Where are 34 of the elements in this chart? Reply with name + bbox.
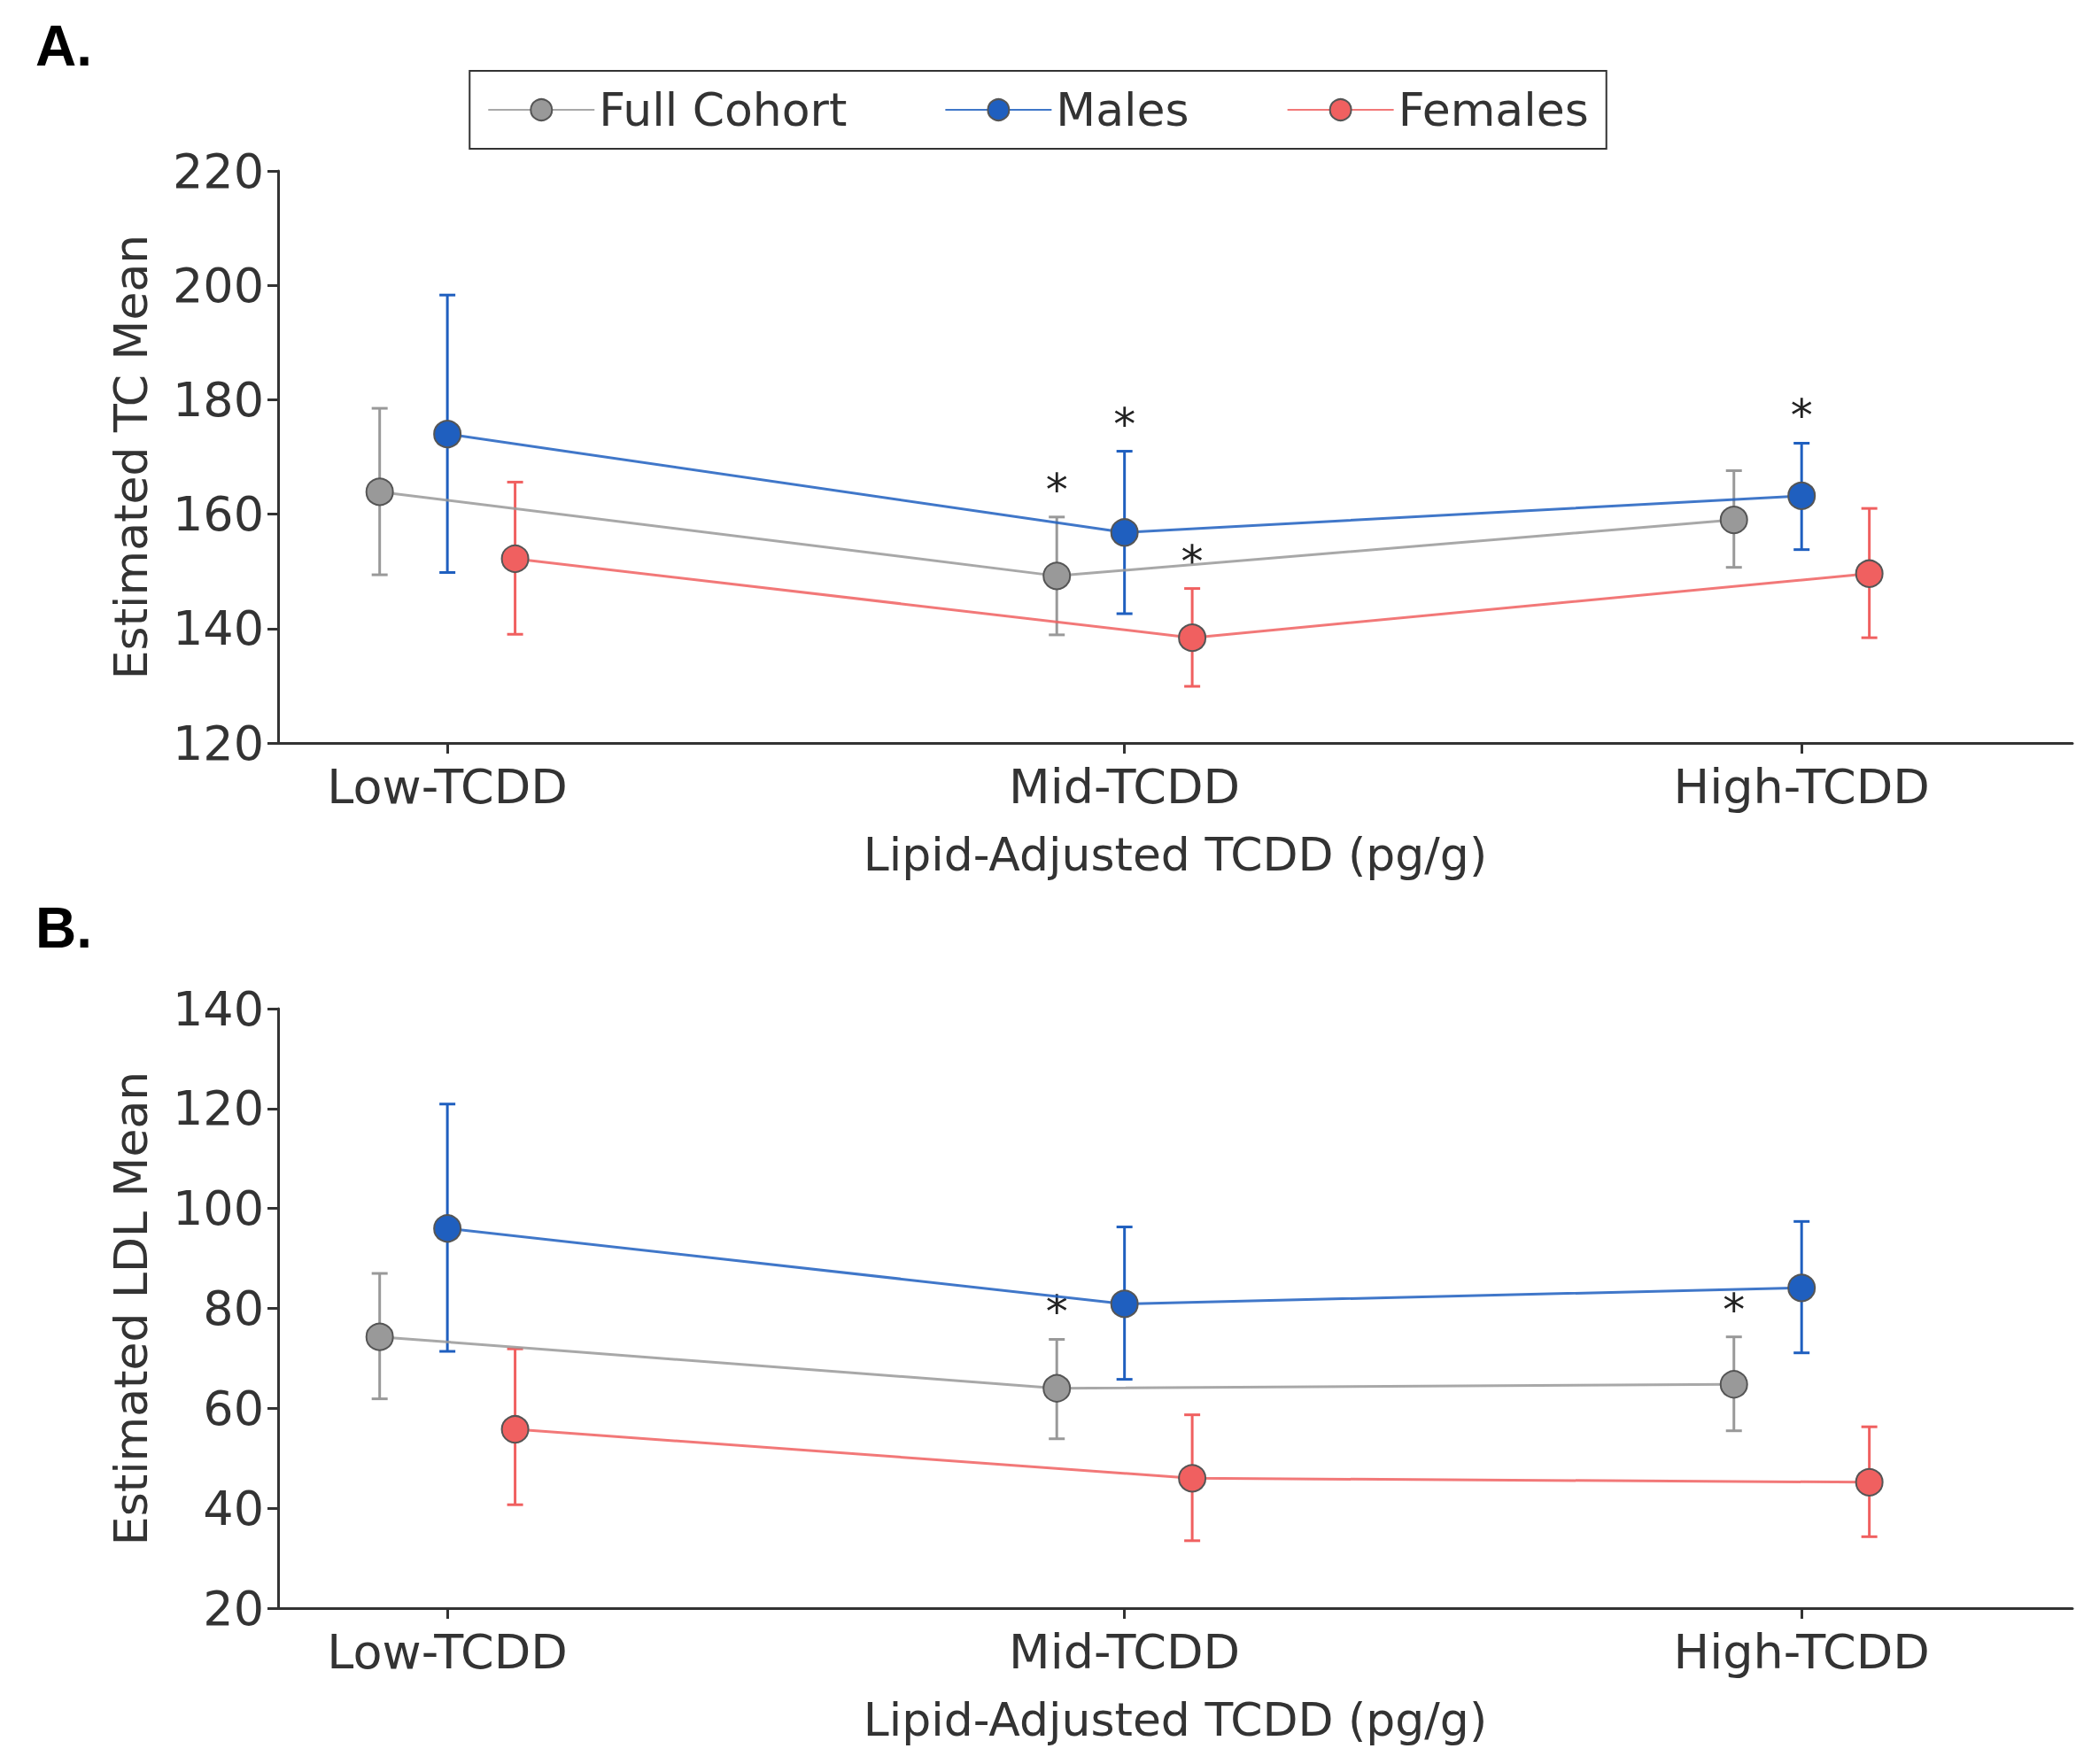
y-axis-title: Estimated TC Mean xyxy=(105,234,158,680)
y-tick-label: 100 xyxy=(172,1180,264,1237)
data-label: * xyxy=(1790,390,1813,442)
y-tick-label: 140 xyxy=(172,600,264,657)
x-tick-label: High-TCDD xyxy=(1673,1623,1930,1680)
legend-label: Males xyxy=(1056,83,1189,136)
y-tick-label: 40 xyxy=(203,1480,264,1536)
y-tick-label: 60 xyxy=(203,1380,264,1436)
y-tick-label: 140 xyxy=(172,980,264,1037)
x-axis-title: Lipid-Adjusted TCDD (pg/g) xyxy=(863,828,1488,881)
text: A. xyxy=(35,14,92,78)
y-tick-label: 120 xyxy=(172,715,264,771)
y-axis-title: Estimated LDL Mean xyxy=(105,1071,158,1546)
data-label: * xyxy=(1113,398,1136,450)
data-label: * xyxy=(1045,1286,1068,1338)
data-label: * xyxy=(1045,463,1068,515)
y-tick-label: 180 xyxy=(172,371,264,428)
x-tick-label: High-TCDD xyxy=(1673,758,1930,815)
y-tick-label: 120 xyxy=(172,1080,264,1137)
x-axis-title: Lipid-Adjusted TCDD (pg/g) xyxy=(863,1693,1488,1746)
y-tick-label: 220 xyxy=(172,143,264,199)
y-tick-label: 200 xyxy=(172,257,264,313)
x-tick-label: Low-TCDD xyxy=(327,758,568,815)
x-tick-label: Mid-TCDD xyxy=(1009,758,1241,815)
y-tick-label: 20 xyxy=(203,1580,264,1636)
x-tick-label: Mid-TCDD xyxy=(1009,1623,1241,1680)
legend-label: Females xyxy=(1398,83,1589,136)
text: B. xyxy=(35,896,92,960)
data-label: * xyxy=(1723,1283,1746,1335)
x-tick-label: Low-TCDD xyxy=(327,1623,568,1680)
y-tick-label: 80 xyxy=(203,1280,264,1336)
y-tick-label: 160 xyxy=(172,486,264,543)
legend-label: Full Cohort xyxy=(599,83,848,136)
data-label: * xyxy=(1181,535,1204,587)
